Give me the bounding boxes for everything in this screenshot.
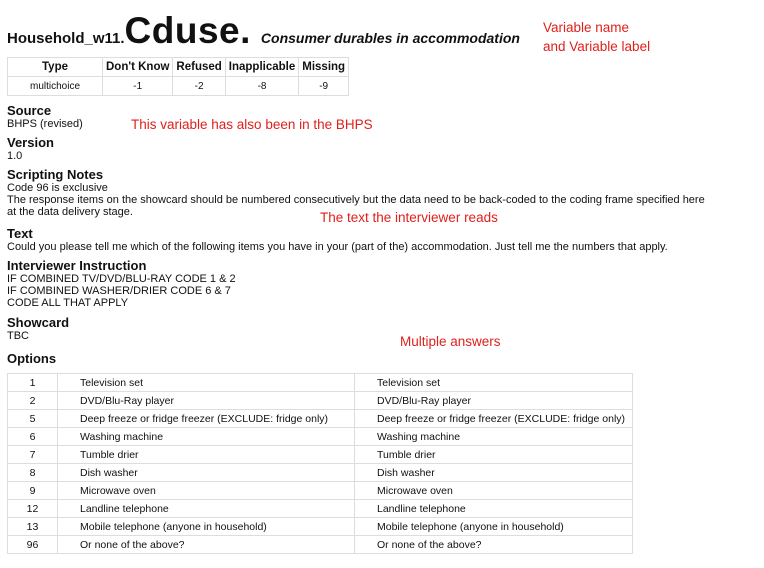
header-inapplicable: Inapplicable bbox=[224, 57, 300, 77]
instruction-line: IF COMBINED TV/DVD/BLU-RAY CODE 1 & 2 bbox=[7, 273, 236, 285]
option-label: Or none of the above? bbox=[57, 535, 355, 554]
option-row: 2 DVD/Blu-Ray player DVD/Blu-Ray player bbox=[7, 391, 633, 410]
option-label: Mobile telephone (anyone in household) bbox=[57, 517, 355, 536]
annotation-variable-name: Variable name bbox=[543, 20, 630, 35]
value-inapplicable: -8 bbox=[224, 76, 300, 96]
option-label: Deep freeze or fridge freezer (EXCLUDE: … bbox=[57, 409, 355, 428]
showcard-heading: Showcard bbox=[7, 315, 70, 330]
showcard-text: TBC bbox=[7, 330, 29, 342]
option-label-2: DVD/Blu-Ray player bbox=[354, 391, 633, 410]
variable-title: Household_w11.Cduse. Consumer durables in… bbox=[7, 10, 520, 52]
header-missing: Missing bbox=[298, 57, 350, 77]
option-row: 1 Television set Television set bbox=[7, 373, 633, 392]
header-type: Type bbox=[7, 57, 103, 77]
option-code: 5 bbox=[7, 409, 58, 428]
option-code: 9 bbox=[7, 481, 58, 500]
source-section: Source BHPS (revised) bbox=[7, 103, 83, 130]
version-text: 1.0 bbox=[7, 150, 23, 162]
variable-label: Consumer durables in accommodation bbox=[260, 30, 520, 46]
option-label: Dish washer bbox=[57, 463, 355, 482]
option-label-2: Mobile telephone (anyone in household) bbox=[354, 517, 633, 536]
scripting-section: Scripting Notes Code 96 is exclusive The… bbox=[7, 167, 705, 218]
source-text: BHPS (revised) bbox=[7, 118, 83, 130]
option-label: Microwave oven bbox=[57, 481, 355, 500]
option-row: 12 Landline telephone Landline telephone bbox=[7, 499, 633, 518]
option-code: 6 bbox=[7, 427, 58, 446]
instruction-section: Interviewer Instruction IF COMBINED TV/D… bbox=[7, 258, 236, 309]
option-label-2: Tumble drier bbox=[354, 445, 633, 464]
header-refused: Refused bbox=[172, 57, 226, 77]
text-section: Text Could you please tell me which of t… bbox=[7, 226, 668, 253]
options-table: 1 Television set Television set 2 DVD/Blu-Ra… bbox=[7, 373, 633, 554]
option-label: Washing machine bbox=[57, 427, 355, 446]
scripting-line: Code 96 is exclusive bbox=[7, 182, 108, 194]
option-row: 5 Deep freeze or fridge freezer (EXCLUDE:… bbox=[7, 409, 633, 428]
scripting-heading: Scripting Notes bbox=[7, 167, 104, 182]
value-dont-know: -1 bbox=[101, 76, 174, 96]
instruction-line: CODE ALL THAT APPLY bbox=[7, 297, 129, 309]
instruction-line: IF COMBINED WASHER/DRIER CODE 6 & 7 bbox=[7, 285, 231, 297]
option-label-2: Microwave oven bbox=[354, 481, 633, 500]
option-row: 6 Washing machine Washing machine bbox=[7, 427, 633, 446]
option-code: 8 bbox=[7, 463, 58, 482]
option-label: Television set bbox=[57, 373, 355, 392]
option-row: 7 Tumble drier Tumble drier bbox=[7, 445, 633, 464]
scripting-line: The response items on the showcard shoul… bbox=[7, 194, 705, 206]
option-code: 7 bbox=[7, 445, 58, 464]
option-label-2: Or none of the above? bbox=[354, 535, 633, 554]
annotation-multiple-answers: Multiple answers bbox=[400, 334, 501, 349]
version-heading: Version bbox=[7, 135, 54, 150]
annotation-bhps: This variable has also been in the BHPS bbox=[131, 117, 373, 132]
option-label-2: Landline telephone bbox=[354, 499, 633, 518]
option-label: Tumble drier bbox=[57, 445, 355, 464]
source-heading: Source bbox=[7, 103, 52, 118]
question-text: Could you please tell me which of the fo… bbox=[7, 241, 668, 253]
option-row: 96 Or none of the above? Or none of the ab… bbox=[7, 535, 633, 554]
option-code: 13 bbox=[7, 517, 58, 536]
annotation-variable-label: and Variable label bbox=[543, 39, 651, 54]
version-section: Version 1.0 bbox=[7, 135, 54, 162]
option-code: 12 bbox=[7, 499, 58, 518]
scripting-line: at the data delivery stage. bbox=[7, 206, 133, 218]
annotation-interviewer-text: The text the interviewer reads bbox=[320, 210, 498, 225]
option-label-2: Washing machine bbox=[354, 427, 633, 446]
option-row: 8 Dish washer Dish washer bbox=[7, 463, 633, 482]
showcard-section: Showcard TBC bbox=[7, 315, 69, 342]
value-type: multichoice bbox=[7, 76, 103, 96]
option-label-2: Television set bbox=[354, 373, 633, 392]
options-heading: Options bbox=[7, 351, 57, 366]
option-row: 9 Microwave oven Microwave oven bbox=[7, 481, 633, 500]
option-code: 1 bbox=[7, 373, 58, 392]
option-label-2: Deep freeze or fridge freezer (EXCLUDE: … bbox=[354, 409, 633, 428]
option-label-2: Dish washer bbox=[354, 463, 633, 482]
value-refused: -2 bbox=[172, 76, 226, 96]
variable-prefix: Household_w11. bbox=[7, 30, 125, 47]
header-dont-know: Don't Know bbox=[101, 57, 174, 77]
option-label: DVD/Blu-Ray player bbox=[57, 391, 355, 410]
variable-name: Cduse. bbox=[124, 10, 251, 51]
instruction-heading: Interviewer Instruction bbox=[7, 258, 147, 273]
option-label: Landline telephone bbox=[57, 499, 355, 518]
option-code: 2 bbox=[7, 391, 58, 410]
text-heading: Text bbox=[7, 226, 33, 241]
option-row: 13 Mobile telephone (anyone in household)… bbox=[7, 517, 633, 536]
option-code: 96 bbox=[7, 535, 58, 554]
value-missing: -9 bbox=[298, 76, 350, 96]
metadata-table: Type Don't Know Refused Inapplicable Mis… bbox=[7, 57, 350, 96]
